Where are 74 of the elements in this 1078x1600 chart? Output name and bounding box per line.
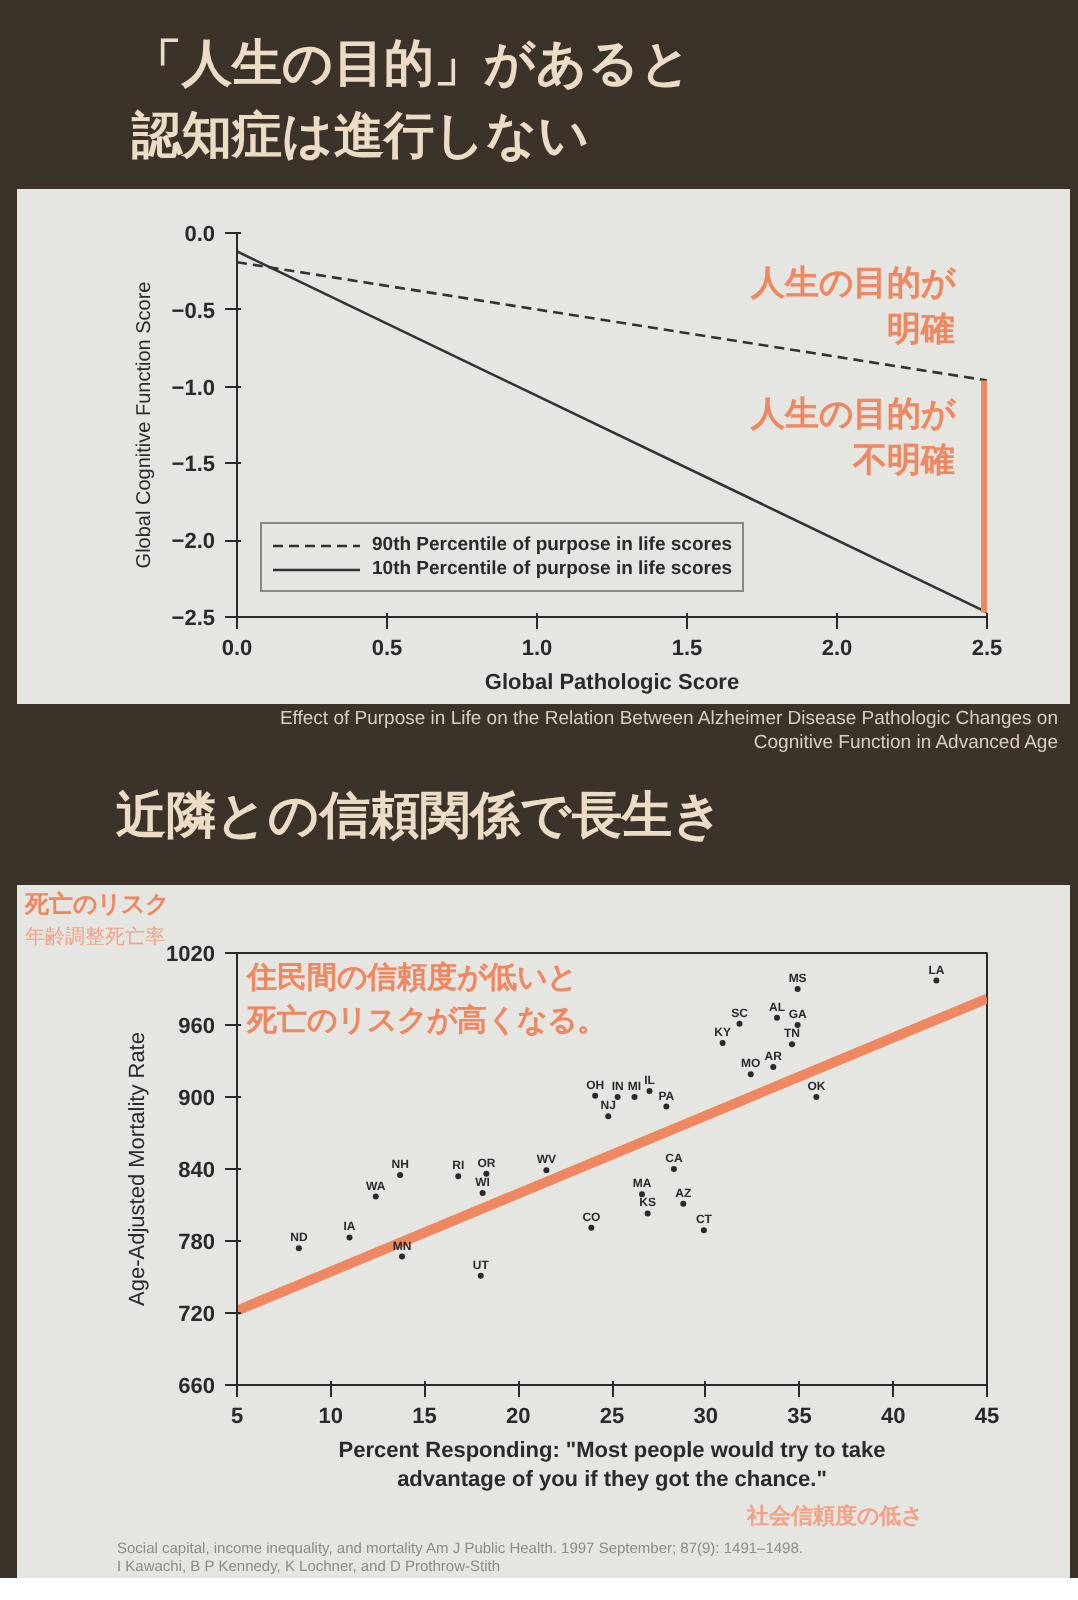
point (670, 1166, 677, 1172)
y-tick-label: −2.0 (171, 530, 216, 555)
text: 社会信頼度の低さ (745, 1503, 923, 1529)
point (663, 1103, 670, 1110)
point (346, 1234, 353, 1241)
y-axis-title: Age-Adjusted Mortality Rate (126, 1032, 151, 1306)
point (794, 986, 801, 992)
point (397, 1172, 404, 1178)
point (372, 1193, 379, 1200)
point (736, 1020, 743, 1027)
point (605, 1113, 612, 1120)
x-tick-label: 1.5 (671, 637, 703, 661)
y-axis-title: Global Cognitive Function Score (133, 280, 156, 569)
x-tick-label: 25 (599, 1405, 625, 1429)
x-tick-label: 20 (506, 1405, 531, 1429)
y-tick-label: 780 (178, 1231, 216, 1255)
point (479, 1190, 486, 1196)
x-tick-label: 5 (230, 1405, 244, 1429)
point (614, 1094, 621, 1100)
x-axis-title: Global Pathologic Score (484, 671, 740, 695)
point (680, 1200, 687, 1207)
annotation: 人生の目的が不明確 (749, 395, 957, 481)
annotation: 住民間の信頼度が低いと死亡のリスクが高くなる。 (245, 959, 607, 1039)
text: 年齢調整死亡率 (25, 925, 165, 949)
point (295, 1245, 302, 1252)
y-tick-label: −0.5 (171, 299, 216, 324)
point (644, 1210, 651, 1217)
point (770, 1064, 777, 1070)
y-tick-label: 840 (178, 1159, 216, 1183)
x-tick-label: 2.5 (971, 637, 1003, 661)
legend-label: 90th Percentile of purpose in life scores (372, 534, 733, 556)
x-tick-label: 35 (787, 1405, 812, 1429)
text: Effect of Purpose in Life on the Relation Between Alzheimer Disease Pathologic Changes on Cognitive Function in Advanced Age (277, 706, 1058, 756)
point (794, 1022, 801, 1028)
point (719, 1040, 726, 1046)
y-tick-label: −2.5 (171, 607, 216, 631)
point (588, 1224, 595, 1231)
chart-title: 近隣との信頼関係で長生き (114, 784, 724, 848)
point (789, 1041, 795, 1048)
point (483, 1170, 490, 1177)
point (646, 1088, 653, 1094)
point (455, 1173, 462, 1180)
y-tick-label: 960 (178, 1015, 216, 1039)
y-tick-label: 900 (178, 1087, 216, 1111)
x-tick-label: 45 (974, 1405, 1000, 1429)
x-tick-label: 1.0 (521, 637, 553, 661)
point (592, 1092, 599, 1099)
y-tick-label: −1.5 (171, 453, 216, 478)
x-tick-label: 0.5 (371, 637, 403, 661)
y-tick-label: −1.0 (171, 376, 216, 401)
x-tick-label: 0.0 (221, 637, 253, 661)
x-tick-label: 40 (881, 1405, 906, 1429)
chart-title: 「人生の目的」があると認知症は進行しない (129, 32, 694, 169)
point (477, 1272, 484, 1279)
y-tick-label: 720 (178, 1303, 216, 1327)
y-tick-label: 0.0 (184, 223, 216, 247)
text: 死亡のリスク (23, 890, 169, 918)
point (933, 977, 940, 984)
x-axis-title: Percent Responding: "Most people would try to take advantage of you if they got the chance." (338, 1439, 886, 1492)
point (543, 1167, 550, 1174)
x-tick-label: 30 (693, 1405, 719, 1429)
point (631, 1094, 638, 1100)
point (700, 1227, 707, 1234)
legend-label: 10th Percentile of purpose in life scores (372, 558, 733, 580)
point (813, 1094, 820, 1100)
annotation: 人生の目的が明確 (749, 264, 957, 351)
point (399, 1253, 405, 1260)
x-tick-label: 15 (412, 1405, 437, 1429)
x-tick-label: 10 (318, 1405, 344, 1429)
x-tick-label: 2.0 (821, 637, 853, 661)
point (747, 1071, 754, 1078)
y-tick-label: 1020 (166, 943, 216, 967)
y-tick-label: 660 (178, 1375, 216, 1399)
point (774, 1014, 780, 1021)
